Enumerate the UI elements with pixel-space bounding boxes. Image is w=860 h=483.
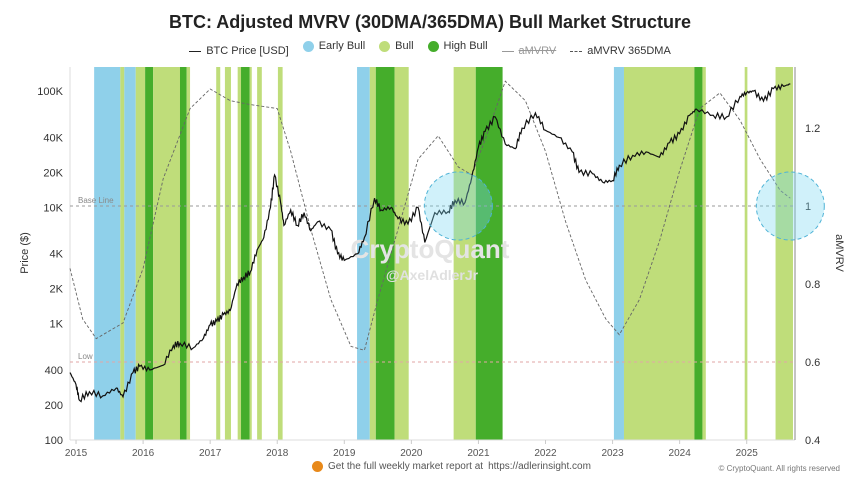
y2-tick-label: 0.6 (805, 357, 820, 369)
band-bull (277, 67, 283, 440)
band-early (124, 67, 136, 440)
y-tick-label: 100 (45, 435, 63, 447)
orange-dot-icon (312, 461, 323, 472)
y-tick-label: 2K (50, 284, 64, 296)
y2-tick-label: 0.4 (805, 435, 820, 447)
band-bull (237, 67, 242, 440)
x-tick-label: 2023 (601, 448, 624, 459)
y-tick-label: 20K (43, 167, 63, 179)
highlight-circle (423, 171, 493, 241)
band-high (375, 67, 395, 440)
watermark-handle: @AxelAdlerJr (386, 267, 479, 283)
y2-tick-label: 1 (805, 201, 811, 213)
band-bull (702, 67, 706, 440)
band-high (179, 67, 187, 440)
y2-axis-label: aMVRV (833, 234, 845, 272)
x-tick-label: 2019 (333, 448, 356, 459)
btc-price-line (69, 83, 791, 403)
copyright: © CryptoQuant. All rights reserved (718, 464, 841, 473)
reference-label: Low (78, 352, 93, 361)
legend-label: Early Bull (318, 40, 366, 52)
band-early (357, 67, 370, 440)
legend-dot-icon (379, 40, 391, 52)
x-tick-label: 2021 (467, 448, 490, 459)
band-bull (453, 67, 476, 440)
band-bull (135, 67, 146, 440)
band-high (241, 67, 250, 440)
legend-line-icon (501, 50, 514, 52)
legend-item[interactable]: aMVRV 365DMA (570, 45, 671, 57)
y2-tick-label: 1.2 (805, 123, 820, 135)
legend-label: aMVRV (518, 45, 557, 57)
y-tick-label: 200 (45, 400, 63, 412)
band-high (145, 67, 154, 440)
x-tick-label: 2025 (736, 448, 759, 459)
legend-label: Bull (395, 40, 414, 52)
y-tick-label: 400 (45, 365, 63, 377)
y-tick-label: 1K (50, 319, 64, 331)
x-tick-label: 2020 (400, 448, 423, 459)
legend-item[interactable]: High Bull (427, 40, 488, 52)
footer-text: Get the full weekly market report at (328, 461, 484, 472)
band-bull (623, 67, 695, 440)
legend-label: BTC Price [USD] (206, 45, 289, 57)
legend-item[interactable]: Early Bull (302, 40, 366, 52)
band-early (94, 67, 121, 440)
y-tick-label: 40K (43, 132, 63, 144)
reference-label: Base Line (78, 196, 114, 205)
band-high (694, 67, 703, 440)
legend-item[interactable]: BTC Price [USD] (189, 45, 289, 57)
legend-dot-icon (427, 40, 439, 52)
y2-tick-label: 0.8 (805, 279, 820, 291)
band-bull (216, 67, 221, 440)
band-bull (744, 67, 748, 440)
footer: Get the full weekly market report at htt… (312, 461, 591, 472)
band-bull (120, 67, 125, 440)
legend-line-icon (570, 50, 583, 52)
legend-line-icon (189, 50, 202, 52)
x-tick-label: 2017 (199, 448, 222, 459)
chart-title: BTC: Adjusted MVRV (30DMA/365DMA) Bull M… (168, 12, 692, 32)
band-bull (224, 67, 231, 440)
legend: BTC Price [USD] Early Bull Bull High Bull aM… (0, 40, 860, 57)
x-tick-label: 2015 (65, 448, 88, 459)
y-tick-label: 4K (50, 249, 64, 261)
amvrv-365dma-line (69, 80, 791, 351)
band-bull (153, 67, 180, 440)
y-tick-label: 100K (37, 86, 63, 98)
legend-dot-icon (302, 40, 314, 52)
highlight-circle (755, 171, 825, 241)
report-link[interactable]: https://adlerinsight.com (488, 461, 591, 472)
legend-label: aMVRV 365DMA (587, 45, 671, 57)
x-tick-label: 2022 (534, 448, 557, 459)
band-bull (249, 67, 252, 440)
x-tick-label: 2024 (669, 448, 692, 459)
legend-item[interactable]: aMVRV (501, 45, 557, 57)
legend-label: High Bull (443, 40, 488, 52)
band-early (613, 67, 624, 440)
band-bull (186, 67, 191, 440)
y-axis-label: Price ($) (19, 232, 31, 274)
band-bull (394, 67, 409, 440)
x-tick-label: 2016 (132, 448, 155, 459)
watermark: CryptoQuant (351, 234, 510, 264)
y-tick-label: 10K (43, 202, 63, 214)
x-tick-label: 2018 (266, 448, 289, 459)
band-bull (369, 67, 376, 440)
band-bull (775, 67, 793, 440)
band-bull (257, 67, 262, 440)
legend-item[interactable]: Bull (379, 40, 414, 52)
